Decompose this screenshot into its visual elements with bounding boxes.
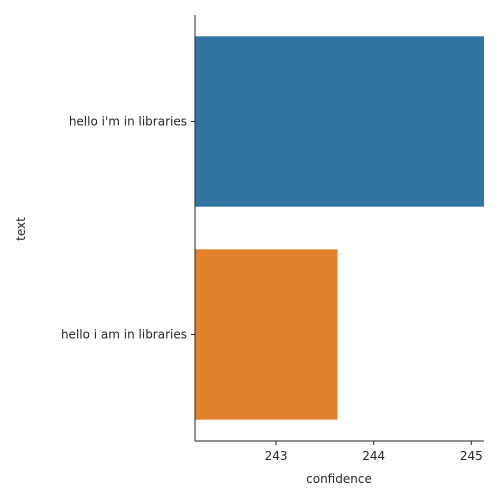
- x-axis-label: confidence: [306, 472, 372, 486]
- x-tick-label: 245: [460, 449, 483, 463]
- bars-layer: [195, 36, 484, 420]
- y-tick-label: hello i am in libraries: [61, 328, 187, 342]
- y-tick-label: hello i'm in libraries: [69, 115, 187, 129]
- bar-2: [195, 249, 338, 420]
- x-tick-label: 244: [362, 449, 385, 463]
- y-axis-label: text: [14, 217, 28, 241]
- x-ticks: 243 244 245: [265, 441, 483, 463]
- y-ticks: hello i'm in libraries hello i am in libr…: [61, 115, 195, 342]
- bar-1: [195, 36, 484, 207]
- x-tick-label: 243: [265, 449, 288, 463]
